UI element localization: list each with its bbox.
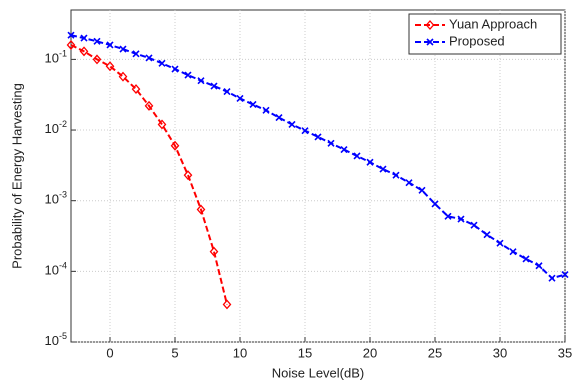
marker bbox=[509, 248, 517, 256]
marker bbox=[249, 100, 257, 109]
marker bbox=[535, 262, 543, 270]
legend-label: Proposed bbox=[449, 33, 505, 48]
marker bbox=[105, 61, 115, 72]
marker bbox=[118, 71, 128, 82]
marker bbox=[301, 127, 309, 135]
marker bbox=[236, 94, 244, 103]
marker bbox=[67, 31, 75, 39]
marker bbox=[223, 88, 231, 96]
marker bbox=[418, 186, 426, 194]
marker bbox=[132, 50, 140, 58]
x-tick-label: 10 bbox=[233, 345, 247, 360]
y-axis-label: Probability of Energy Harvesting bbox=[9, 83, 24, 269]
marker bbox=[548, 274, 556, 282]
marker bbox=[275, 114, 283, 122]
marker bbox=[144, 100, 154, 111]
x-tick-label: 35 bbox=[558, 345, 572, 360]
plot-area bbox=[70, 9, 566, 343]
marker bbox=[327, 139, 335, 147]
x-tick-label: 30 bbox=[493, 345, 507, 360]
marker bbox=[444, 212, 452, 220]
marker bbox=[222, 299, 232, 310]
marker bbox=[93, 37, 101, 45]
marker bbox=[496, 239, 504, 247]
y-tick-label: 10-5 bbox=[45, 331, 67, 348]
marker bbox=[483, 231, 491, 239]
marker bbox=[79, 46, 89, 57]
marker bbox=[145, 54, 153, 62]
marker bbox=[470, 221, 478, 229]
marker bbox=[119, 45, 127, 53]
marker bbox=[392, 171, 400, 179]
legend-marker bbox=[425, 20, 435, 30]
marker bbox=[288, 120, 296, 129]
marker bbox=[171, 65, 179, 73]
marker bbox=[184, 71, 192, 79]
marker bbox=[158, 59, 166, 67]
marker bbox=[522, 255, 530, 263]
marker bbox=[183, 170, 193, 181]
y-tick-label: 10-2 bbox=[45, 119, 67, 136]
legend-label: Yuan Approach bbox=[449, 16, 537, 31]
marker bbox=[209, 246, 219, 257]
y-tick-label: 10-3 bbox=[45, 190, 67, 207]
legend-box bbox=[408, 13, 562, 55]
marker bbox=[80, 34, 88, 42]
x-tick-label: 5 bbox=[171, 345, 178, 360]
legend-marker bbox=[426, 38, 434, 46]
marker bbox=[210, 82, 218, 90]
y-tick-label: 10-1 bbox=[45, 49, 67, 66]
y-tick-label: 10-4 bbox=[45, 261, 67, 278]
marker bbox=[561, 271, 569, 279]
marker bbox=[340, 145, 348, 154]
marker bbox=[197, 77, 205, 85]
marker bbox=[92, 54, 102, 65]
marker bbox=[431, 200, 439, 208]
marker bbox=[366, 158, 374, 166]
x-tick-label: 20 bbox=[363, 345, 377, 360]
marker bbox=[314, 133, 322, 141]
x-tick-label: 25 bbox=[428, 345, 442, 360]
x-tick-label: 0 bbox=[106, 345, 113, 360]
marker bbox=[457, 215, 465, 223]
marker bbox=[131, 84, 141, 95]
marker bbox=[106, 41, 114, 49]
marker bbox=[379, 165, 387, 173]
series-line bbox=[70, 34, 566, 280]
marker bbox=[170, 140, 180, 151]
marker bbox=[353, 152, 361, 160]
x-tick-label: 15 bbox=[298, 345, 312, 360]
series-line bbox=[70, 44, 228, 305]
marker bbox=[157, 119, 167, 130]
marker bbox=[262, 106, 270, 114]
marker bbox=[196, 204, 206, 215]
marker bbox=[405, 179, 413, 187]
x-axis-label: Noise Level(dB) bbox=[272, 365, 365, 380]
marker bbox=[66, 39, 76, 50]
